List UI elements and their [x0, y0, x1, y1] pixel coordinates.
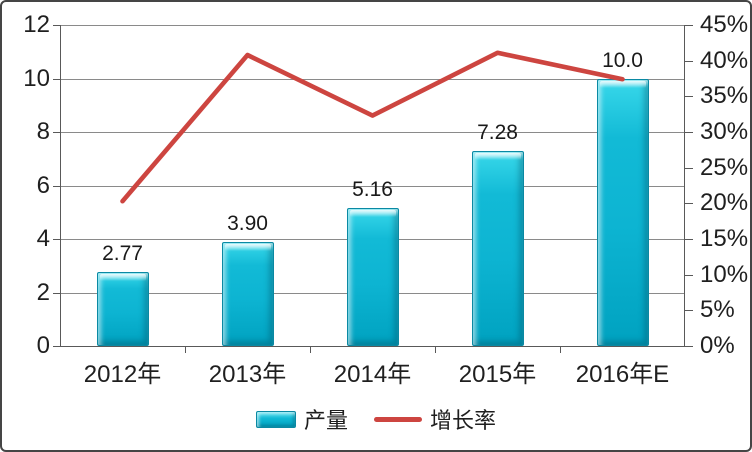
left-axis-tick	[53, 132, 60, 133]
x-axis-category-label: 2016年E	[575, 361, 670, 388]
right-axis-tick	[685, 96, 693, 98]
x-axis-tick	[560, 346, 561, 353]
gridline	[60, 185, 685, 187]
right-axis-tick-label: 30%	[700, 118, 749, 145]
left-axis-tick	[53, 346, 60, 347]
bar-value-label: 2.77	[102, 241, 143, 265]
x-axis-tick	[435, 346, 436, 353]
right-axis-tick-label: 0%	[700, 332, 735, 359]
x-axis-tick	[310, 346, 311, 353]
bar-value-label: 7.28	[477, 121, 518, 145]
left-axis-line	[60, 25, 61, 346]
left-axis-tick	[53, 239, 60, 240]
legend-item-production[interactable]: 产量	[255, 403, 348, 435]
plot-area: 2.77 3.90 5.16 7.28 10.0	[53, 25, 693, 353]
right-axis-tick-label: 5%	[700, 296, 735, 324]
bar-value-label: 3.90	[227, 211, 268, 235]
left-axis-tick	[53, 78, 60, 80]
growth-rate-polyline	[120, 50, 625, 204]
right-axis-tick-label: 25%	[700, 153, 749, 181]
right-axis-tick-label: 15%	[700, 225, 749, 252]
growth-rate-line[interactable]	[60, 25, 685, 346]
x-axis-category-label: 2013年	[208, 361, 287, 388]
left-axis-tick-label: 12	[23, 11, 50, 38]
left-axis-tick-label: 10	[23, 64, 50, 92]
bar[interactable]	[471, 151, 524, 346]
right-axis-tick-label: 20%	[700, 189, 749, 217]
gridline	[60, 346, 685, 347]
right-axis-line	[684, 25, 685, 346]
right-axis-tick-label: 40%	[700, 46, 749, 74]
left-axis-tick	[53, 25, 60, 26]
bar[interactable]	[346, 207, 399, 346]
right-axis-tick	[685, 203, 693, 205]
bar-value-label: 5.16	[352, 177, 393, 201]
x-axis-tick	[185, 346, 186, 353]
right-axis-tick-label: 10%	[700, 260, 749, 288]
right-axis-tick	[685, 60, 693, 62]
right-axis-tick	[685, 274, 693, 276]
gridline	[60, 132, 685, 133]
bar-value-label: 10.0	[602, 48, 643, 72]
legend-label: 增长率	[430, 408, 497, 433]
x-axis-category-label: 2014年	[333, 361, 412, 388]
left-axis-tick	[53, 185, 60, 187]
right-axis-tick-label: 45%	[700, 11, 749, 38]
left-axis-tick-label: 2	[36, 278, 50, 306]
right-axis-tick-label: 35%	[700, 82, 749, 110]
x-axis-category-label: 2015年	[458, 361, 537, 388]
left-axis-tick-label: 8	[36, 118, 50, 145]
right-axis-tick	[685, 310, 693, 312]
bar-series-swatch-icon	[255, 410, 296, 428]
gridline	[60, 25, 685, 26]
right-axis-tick	[685, 239, 693, 240]
bar[interactable]	[221, 241, 274, 346]
left-axis-tick-label: 6	[36, 171, 50, 199]
legend-label: 产量	[303, 408, 348, 433]
legend-item-growth-rate[interactable]: 增长率	[374, 403, 496, 435]
left-axis-tick	[53, 292, 60, 294]
right-axis-tick	[685, 346, 693, 347]
right-axis-tick	[685, 25, 693, 26]
line-series-swatch-icon	[374, 416, 422, 422]
left-axis-tick-label: 0	[36, 332, 50, 359]
left-axis-tick-label: 4	[36, 225, 50, 252]
legend: 产量 增长率	[2, 402, 750, 436]
bar[interactable]	[596, 78, 649, 346]
x-axis-category-label: 2012年	[83, 361, 162, 388]
bar[interactable]	[96, 271, 149, 346]
right-axis-tick	[685, 167, 693, 169]
gridline	[60, 78, 685, 80]
right-axis-tick	[685, 132, 693, 133]
